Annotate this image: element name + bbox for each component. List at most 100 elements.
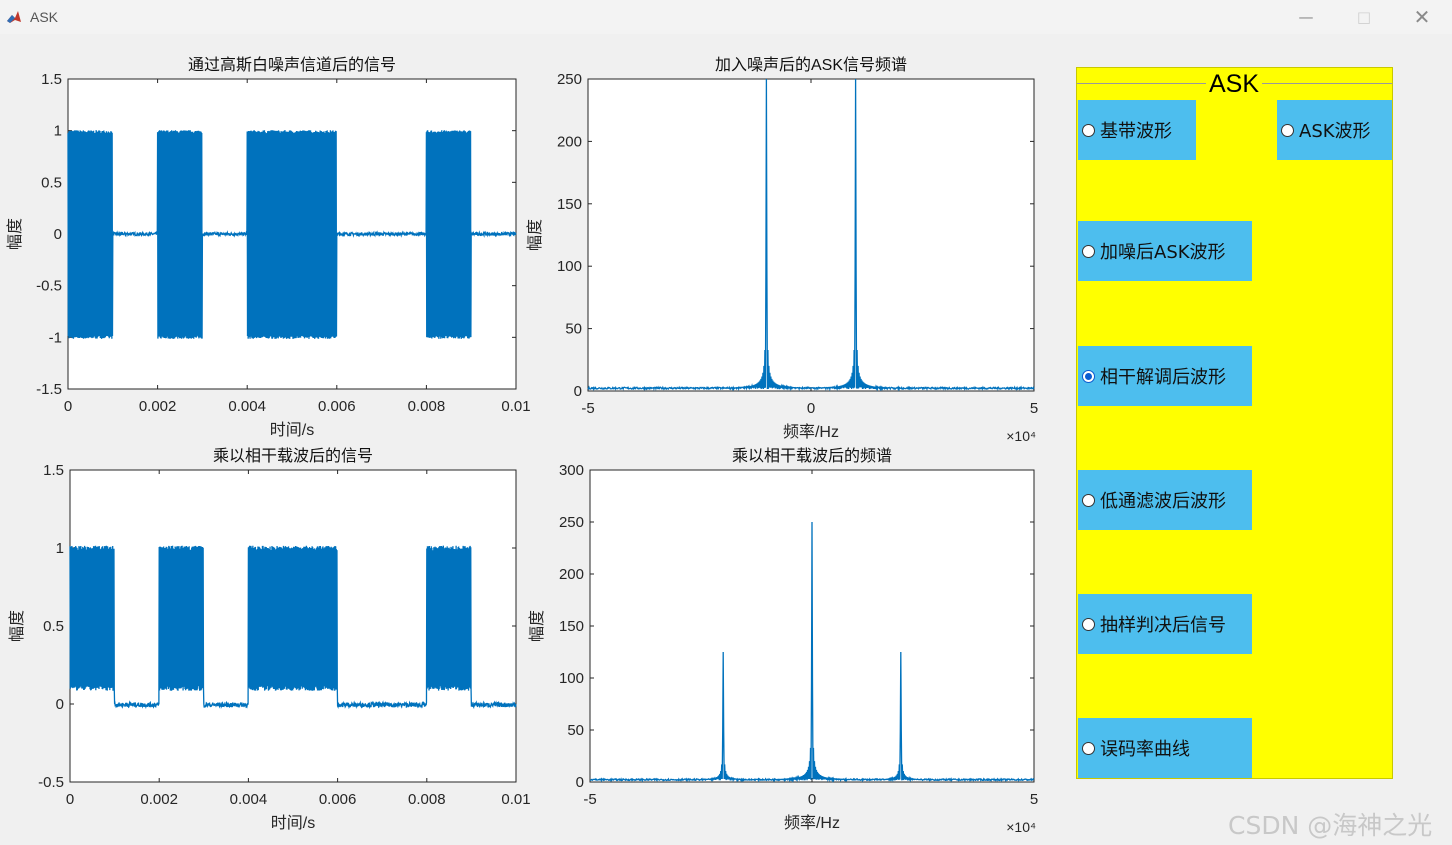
y-tick-label: 0.5: [43, 618, 64, 635]
radio-indicator: [1082, 617, 1095, 631]
x-tick-label: 0: [66, 791, 74, 808]
x-tick-label: -5: [583, 791, 596, 808]
series-line: [69, 545, 517, 710]
x-exponent-label: ×10⁴: [1006, 819, 1036, 835]
y-axis-label: 幅度: [526, 219, 544, 251]
y-tick-label: 250: [559, 514, 584, 531]
watermark: CSDN @海神之光: [1228, 811, 1433, 840]
radio-sampling-decision[interactable]: 抽样判决后信号: [1078, 594, 1252, 654]
radio-ber-curve[interactable]: 误码率曲线: [1078, 718, 1252, 778]
y-tick-label: 1: [56, 540, 64, 557]
radio-lowpass[interactable]: 低通滤波后波形: [1078, 470, 1252, 530]
y-axis-label: 幅度: [8, 610, 26, 642]
axes-box: [587, 78, 1035, 392]
y-axis-label: 幅度: [528, 610, 546, 642]
title-bar: ASK — □ ✕: [0, 0, 1452, 34]
plot-p4: -5 0 5050100150200250300乘以相干载波后的频谱频率/Hz幅度×…: [528, 447, 1038, 835]
x-tick-label: 5: [1030, 791, 1038, 808]
x-tick-label: 0.006: [319, 791, 357, 808]
panel-title: ASK: [1206, 69, 1263, 99]
y-tick-label: 0: [574, 383, 582, 400]
y-tick-label: 300: [559, 462, 584, 479]
x-tick-label: 5: [1030, 400, 1038, 417]
x-axis-label: 频率/Hz: [784, 814, 840, 832]
y-tick-label: 100: [557, 258, 582, 275]
minimize-button[interactable]: —: [1277, 0, 1335, 34]
y-axis-label: 幅度: [6, 218, 24, 250]
x-tick-label: 0: [808, 791, 816, 808]
close-icon: ✕: [1413, 5, 1431, 29]
y-tick-label: 50: [567, 722, 584, 739]
x-tick-label: 0.008: [408, 791, 446, 808]
y-tick-label: 200: [557, 133, 582, 150]
radio-indicator-selected: [1082, 369, 1095, 383]
radio-indicator: [1082, 123, 1095, 137]
y-tick-label: 0: [576, 774, 584, 791]
radio-coherent-demod[interactable]: 相干解调后波形: [1078, 346, 1252, 406]
plot-title: 乘以相干载波后的信号: [213, 447, 373, 465]
y-tick-label: -1: [49, 329, 62, 346]
series-line: [587, 78, 1035, 392]
plot-title: 乘以相干载波后的频谱: [732, 447, 892, 465]
plot-p2: -5 0 5050100150200250加入噪声后的ASK信号频谱频率/Hz幅度×…: [526, 56, 1038, 444]
radio-label: 相干解调后波形: [1100, 367, 1226, 388]
radio-label: ASK波形: [1299, 121, 1371, 142]
x-tick-label: 0.01: [501, 398, 530, 415]
radio-noisy-ask[interactable]: 加噪后ASK波形: [1078, 221, 1252, 281]
y-tick-label: -1.5: [36, 381, 62, 398]
x-tick-label: 0.004: [230, 791, 268, 808]
x-tick-label: 0.006: [318, 398, 356, 415]
ask-button-group: ASK 基带波形 ASK波形 加噪后ASK波形 相干解调后波形 低通滤波后波形 …: [1076, 67, 1393, 779]
y-tick-label: 100: [559, 670, 584, 687]
x-axis-label: 频率/Hz: [783, 423, 839, 441]
radio-indicator: [1281, 123, 1294, 137]
radio-label: 基带波形: [1100, 121, 1172, 142]
x-tick-label: 0.004: [228, 398, 266, 415]
close-button[interactable]: ✕: [1393, 0, 1451, 34]
radio-indicator: [1082, 741, 1095, 755]
x-tick-label: 0: [807, 400, 815, 417]
x-tick-label: 0.002: [139, 398, 177, 415]
plot-p1: 0 0.002 0.004 0.006 0.008 0.01 -1.5 -1 -0.5 0 0.5 1…: [6, 56, 531, 439]
minimize-icon: —: [1298, 8, 1314, 26]
maximize-icon: □: [1356, 8, 1372, 26]
y-tick-label: 1: [54, 123, 62, 140]
y-tick-label: -0.5: [38, 774, 64, 791]
radio-label: 加噪后ASK波形: [1100, 242, 1226, 263]
y-tick-label: 1.5: [41, 71, 62, 88]
radio-label: 抽样判决后信号: [1100, 615, 1226, 636]
plot-p3: 0 0.002 0.004 0.006 0.008 0.01-0.500.511.5乘以相…: [8, 447, 531, 832]
x-axis-label: 时间/s: [271, 814, 315, 832]
plot-title: 通过高斯白噪声信道后的信号: [188, 56, 396, 74]
plot-title: 加入噪声后的ASK信号频谱: [715, 56, 907, 74]
y-tick-label: 0.5: [41, 174, 62, 191]
maximize-button[interactable]: □: [1335, 0, 1393, 34]
x-tick-label: -5: [581, 400, 594, 417]
y-tick-label: 150: [559, 618, 584, 635]
x-tick-label: 0.008: [408, 398, 446, 415]
matlab-icon: [7, 11, 21, 23]
y-tick-label: -0.5: [36, 278, 62, 295]
radio-label: 低通滤波后波形: [1100, 491, 1226, 512]
x-tick-label: 0: [64, 398, 72, 415]
y-tick-label: 150: [557, 196, 582, 213]
radio-indicator: [1082, 244, 1095, 258]
series-line: [67, 130, 517, 339]
x-tick-label: 0.002: [140, 791, 178, 808]
y-tick-label: 1.5: [43, 462, 64, 479]
series-line: [589, 521, 1035, 783]
x-tick-label: 0.01: [501, 791, 530, 808]
x-exponent-label: ×10⁴: [1006, 428, 1036, 444]
radio-label: 误码率曲线: [1100, 739, 1190, 760]
radio-baseband[interactable]: 基带波形: [1078, 100, 1196, 160]
radio-ask[interactable]: ASK波形: [1277, 100, 1392, 160]
y-tick-label: 250: [557, 71, 582, 88]
y-tick-label: 50: [565, 321, 582, 338]
y-tick-label: 0: [54, 226, 62, 243]
window-title: ASK: [30, 9, 59, 25]
y-tick-label: 0: [56, 696, 64, 713]
x-axis-label: 时间/s: [270, 421, 314, 439]
radio-indicator: [1082, 493, 1095, 507]
y-tick-label: 200: [559, 566, 584, 583]
